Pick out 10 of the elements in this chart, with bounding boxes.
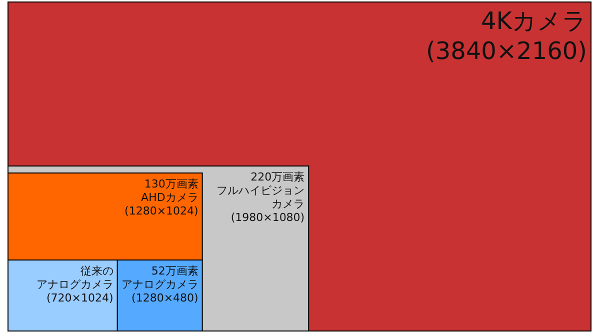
data-label: (3840×2160) (426, 36, 587, 65)
category-label: 4Kカメラ (480, 6, 587, 35)
category-label: 従来のアナログカメラ (36, 264, 114, 291)
data-label: (1280×480) (132, 291, 198, 304)
category-label: 130万画素AHDカメラ (141, 177, 198, 204)
data-label: (1280×1024) (124, 204, 198, 218)
category-label: 220万画素フルハイビジョンカメラ (216, 170, 305, 210)
data-label: (720×1024) (46, 291, 114, 304)
category-label: 52万画素アナログカメラ (121, 264, 198, 291)
data-label: (1980×1080) (230, 210, 305, 224)
